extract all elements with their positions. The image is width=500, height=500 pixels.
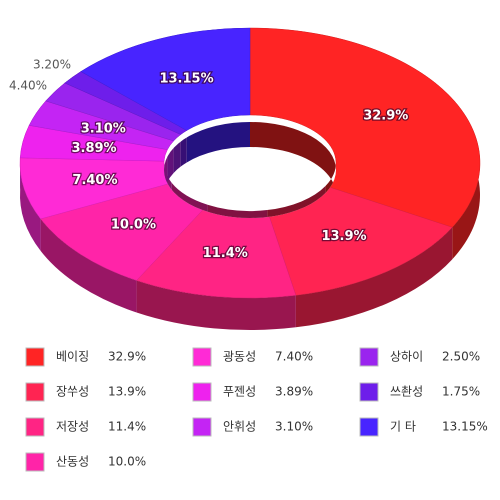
legend-label: 베이징	[56, 350, 89, 364]
legend-label: 안휘성	[223, 420, 256, 434]
slice-label: 3.10%	[81, 122, 126, 137]
slice	[80, 27, 251, 131]
legend-value: 11.4%	[108, 420, 146, 434]
slice-label: 10.0%	[111, 217, 156, 232]
legend-swatch	[359, 347, 379, 367]
slice-label: 13.15%	[159, 72, 213, 87]
legend-swatch	[25, 347, 45, 367]
legend-swatch	[192, 382, 212, 402]
legend-swatch	[359, 382, 379, 402]
outer-wall	[19, 157, 41, 251]
slice-label: 13.9%	[321, 229, 366, 244]
legend-value: 3.10%	[275, 420, 313, 434]
legend-value: 13.15%	[442, 420, 488, 434]
outer-wall	[295, 227, 453, 328]
inner-wall	[180, 130, 187, 167]
legend-value: 7.40%	[275, 350, 313, 364]
inner-wall	[207, 204, 268, 218]
legend-swatch	[192, 347, 212, 367]
legend-swatch	[192, 417, 212, 437]
slice	[249, 27, 481, 228]
annotation: 3.20%	[33, 58, 71, 72]
legend-label: 광동성	[223, 350, 256, 364]
legend-swatch	[25, 417, 45, 437]
legend-label: 쓰촨성	[390, 385, 423, 399]
legend-label: 기 타	[390, 420, 416, 434]
legend-value: 13.9%	[108, 385, 146, 399]
slice-label: 7.40%	[72, 173, 117, 188]
legend-label: 산동성	[56, 455, 89, 469]
slice-label: 11.4%	[203, 246, 248, 261]
legend-label: 푸젠성	[223, 385, 256, 399]
legend-swatch	[359, 417, 379, 437]
legend-label: 상하이	[390, 350, 423, 364]
legend-swatch	[25, 452, 45, 472]
inner-wall	[173, 134, 181, 173]
annotation: 4.40%	[9, 79, 47, 93]
legend-value: 10.0%	[108, 455, 146, 469]
legend-label: 저장성	[56, 420, 89, 434]
legend-value: 1.75%	[442, 385, 480, 399]
outer-wall	[40, 218, 137, 313]
legend-swatch	[25, 382, 45, 402]
legend-value: 2.50%	[442, 350, 480, 364]
inner-wall	[250, 122, 336, 218]
slice-label: 3.89%	[71, 141, 116, 156]
legend-value: 32.9%	[108, 350, 146, 364]
slice-label: 32.9%	[363, 109, 408, 124]
outer-wall	[136, 280, 296, 330]
legend-value: 3.89%	[275, 385, 313, 399]
legend-label: 장쑤성	[56, 385, 89, 399]
